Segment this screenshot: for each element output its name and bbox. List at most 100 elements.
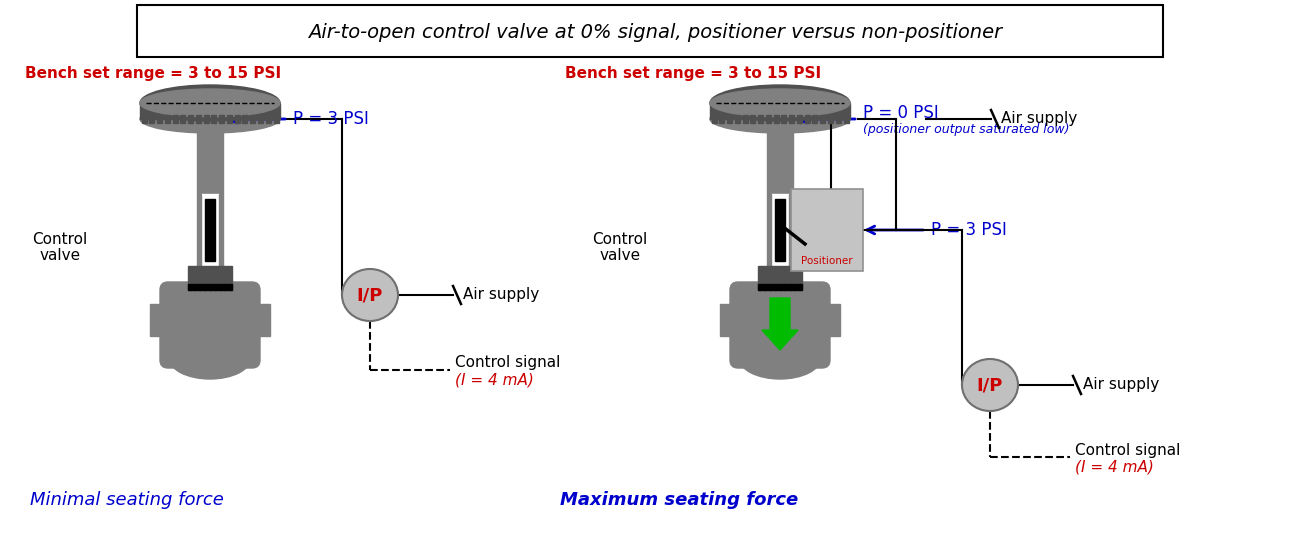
Bar bbox=[173, 115, 178, 123]
FancyArrow shape bbox=[762, 298, 798, 350]
Bar bbox=[762, 284, 766, 290]
Bar bbox=[844, 115, 849, 123]
Bar bbox=[783, 284, 787, 290]
Text: Bench set range = 3 to 15 PSI: Bench set range = 3 to 15 PSI bbox=[565, 66, 821, 81]
FancyBboxPatch shape bbox=[791, 189, 863, 271]
Bar bbox=[228, 284, 232, 290]
Bar bbox=[208, 284, 212, 290]
Bar bbox=[250, 115, 255, 123]
Bar bbox=[266, 115, 271, 123]
Bar bbox=[200, 194, 219, 266]
Bar bbox=[772, 194, 789, 266]
Bar bbox=[758, 266, 802, 290]
Bar bbox=[727, 115, 732, 123]
Bar bbox=[719, 115, 724, 123]
Bar bbox=[798, 284, 802, 290]
Bar bbox=[711, 115, 717, 123]
FancyBboxPatch shape bbox=[138, 5, 1163, 57]
Bar bbox=[776, 199, 785, 261]
Ellipse shape bbox=[169, 337, 252, 379]
Bar bbox=[743, 115, 748, 123]
Text: I/P: I/P bbox=[977, 376, 1003, 394]
Bar bbox=[219, 194, 223, 266]
Bar bbox=[789, 284, 793, 290]
Bar bbox=[258, 115, 263, 123]
Text: Maximum seating force: Maximum seating force bbox=[559, 491, 798, 509]
Text: (I = 4 mA): (I = 4 mA) bbox=[455, 373, 534, 387]
Text: I/P: I/P bbox=[356, 286, 384, 304]
Bar bbox=[751, 115, 756, 123]
Bar bbox=[768, 284, 772, 290]
Text: Minimal seating force: Minimal seating force bbox=[30, 491, 224, 509]
FancyBboxPatch shape bbox=[730, 282, 831, 368]
Text: Control: Control bbox=[592, 233, 647, 247]
Bar bbox=[165, 115, 170, 123]
Bar bbox=[820, 115, 825, 123]
Bar bbox=[778, 284, 782, 290]
Bar bbox=[804, 115, 810, 123]
Ellipse shape bbox=[140, 89, 280, 117]
Text: Control signal: Control signal bbox=[1076, 443, 1180, 458]
Ellipse shape bbox=[342, 269, 398, 321]
Bar bbox=[140, 103, 280, 119]
Bar bbox=[710, 103, 850, 119]
Bar bbox=[781, 115, 786, 123]
Bar bbox=[217, 284, 221, 290]
Bar bbox=[721, 304, 741, 336]
Text: P = 3 PSI: P = 3 PSI bbox=[931, 221, 1007, 239]
Bar bbox=[766, 194, 772, 266]
Text: Control signal: Control signal bbox=[455, 355, 561, 371]
Bar bbox=[214, 284, 217, 290]
Text: (I = 4 mA): (I = 4 mA) bbox=[1076, 459, 1154, 474]
Bar bbox=[211, 115, 216, 123]
Bar bbox=[836, 115, 841, 123]
Bar bbox=[196, 119, 223, 194]
Ellipse shape bbox=[710, 85, 850, 121]
Ellipse shape bbox=[739, 337, 821, 379]
Bar bbox=[189, 284, 193, 290]
Bar bbox=[774, 115, 778, 123]
Bar bbox=[796, 115, 802, 123]
Bar bbox=[149, 115, 155, 123]
Bar bbox=[812, 115, 817, 123]
Bar bbox=[203, 115, 208, 123]
Bar bbox=[766, 115, 770, 123]
Bar bbox=[766, 119, 793, 194]
Bar bbox=[151, 304, 172, 336]
Bar bbox=[758, 284, 762, 290]
Bar bbox=[189, 266, 232, 290]
Bar bbox=[773, 284, 777, 290]
Bar bbox=[735, 115, 740, 123]
Text: Air supply: Air supply bbox=[462, 287, 540, 302]
Text: Positioner: Positioner bbox=[802, 256, 853, 266]
Text: Air supply: Air supply bbox=[1001, 111, 1077, 127]
Bar bbox=[223, 284, 227, 290]
Bar bbox=[793, 284, 796, 290]
Bar bbox=[274, 115, 279, 123]
Bar bbox=[204, 199, 215, 261]
Bar bbox=[817, 304, 840, 336]
Bar bbox=[203, 284, 207, 290]
Text: valve: valve bbox=[39, 247, 80, 262]
Bar bbox=[789, 115, 794, 123]
Bar bbox=[189, 115, 193, 123]
Bar bbox=[227, 115, 232, 123]
Text: (positioner output saturated low): (positioner output saturated low) bbox=[863, 122, 1069, 135]
Bar bbox=[234, 115, 240, 123]
FancyBboxPatch shape bbox=[160, 282, 259, 368]
Text: Air supply: Air supply bbox=[1083, 378, 1159, 393]
Ellipse shape bbox=[140, 105, 280, 133]
Bar bbox=[157, 115, 162, 123]
Text: P = 0 PSI: P = 0 PSI bbox=[863, 104, 939, 122]
Text: P = 3 PSI: P = 3 PSI bbox=[293, 110, 369, 128]
Text: valve: valve bbox=[600, 247, 641, 262]
Bar bbox=[828, 115, 833, 123]
Ellipse shape bbox=[140, 85, 280, 121]
Bar bbox=[196, 115, 200, 123]
Bar bbox=[219, 115, 224, 123]
Bar bbox=[242, 115, 248, 123]
Bar bbox=[248, 304, 270, 336]
Bar bbox=[758, 115, 764, 123]
Bar bbox=[141, 115, 147, 123]
Bar bbox=[198, 284, 202, 290]
